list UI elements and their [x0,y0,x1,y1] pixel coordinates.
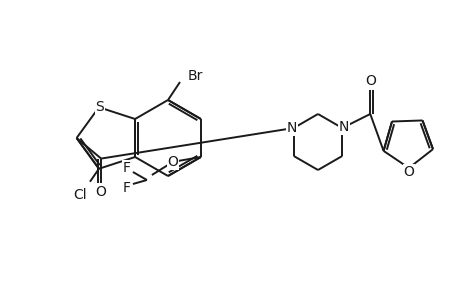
Text: N: N [286,121,297,135]
Text: Br: Br [188,69,203,83]
Text: O: O [403,165,414,179]
Text: Cl: Cl [73,188,87,202]
Text: O: O [364,74,375,88]
Text: S: S [95,100,104,114]
Text: O: O [167,155,178,169]
Text: O: O [95,184,106,199]
Text: F: F [123,181,131,195]
Text: F: F [123,161,131,175]
Text: N: N [338,120,349,134]
